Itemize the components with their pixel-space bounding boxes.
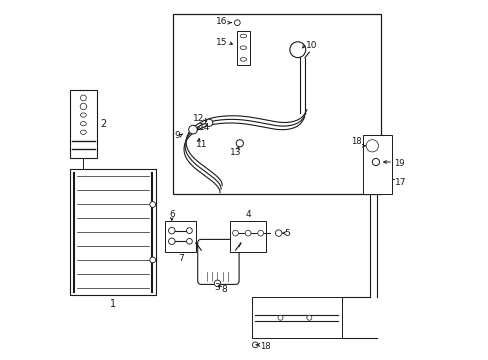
Text: 8: 8 [222, 285, 227, 294]
Ellipse shape [240, 34, 246, 38]
Text: 15: 15 [216, 38, 227, 47]
Bar [70, 90, 97, 158]
Circle shape [275, 230, 282, 237]
Circle shape [368, 142, 375, 149]
Circle shape [168, 238, 175, 244]
Bar [363, 135, 391, 194]
Circle shape [252, 342, 258, 348]
Text: 19: 19 [393, 159, 404, 168]
Ellipse shape [81, 113, 86, 117]
Bar [165, 221, 196, 252]
Circle shape [168, 228, 175, 234]
Text: 7: 7 [177, 254, 183, 263]
Bar [251, 297, 341, 338]
Text: 12: 12 [192, 114, 204, 122]
Ellipse shape [81, 130, 86, 134]
Circle shape [277, 315, 283, 320]
Circle shape [234, 20, 240, 26]
Text: 16: 16 [216, 17, 227, 26]
Circle shape [244, 230, 250, 236]
Text: 14: 14 [199, 123, 210, 132]
Circle shape [289, 42, 305, 58]
Circle shape [186, 228, 192, 234]
Text: 4: 4 [245, 210, 250, 220]
Circle shape [236, 140, 243, 147]
Ellipse shape [81, 122, 86, 126]
Bar [236, 31, 250, 65]
Text: 1: 1 [110, 299, 116, 309]
Circle shape [366, 140, 378, 152]
Text: 2: 2 [101, 119, 106, 129]
Circle shape [188, 125, 197, 134]
Circle shape [214, 280, 220, 287]
FancyBboxPatch shape [197, 239, 239, 284]
Text: 10: 10 [305, 41, 317, 50]
Ellipse shape [240, 58, 246, 61]
Circle shape [149, 202, 155, 207]
Circle shape [81, 95, 86, 101]
Text: 5: 5 [284, 229, 289, 238]
Text: 17: 17 [394, 178, 406, 187]
Text: 18: 18 [259, 342, 270, 351]
Circle shape [371, 158, 379, 166]
Text: 13: 13 [229, 148, 241, 157]
Bar [172, 14, 381, 194]
Circle shape [186, 238, 192, 244]
Circle shape [306, 315, 311, 320]
Circle shape [80, 103, 86, 110]
Bar [70, 169, 156, 295]
Text: 6: 6 [168, 210, 174, 220]
Circle shape [205, 119, 212, 126]
Text: 3: 3 [214, 284, 220, 292]
Bar [230, 221, 265, 252]
Circle shape [257, 230, 263, 236]
Text: 9: 9 [174, 131, 180, 140]
Circle shape [149, 257, 155, 263]
Ellipse shape [240, 46, 246, 50]
Text: 18: 18 [350, 137, 361, 146]
Circle shape [292, 45, 302, 55]
Text: 11: 11 [196, 140, 207, 149]
Circle shape [232, 230, 238, 236]
